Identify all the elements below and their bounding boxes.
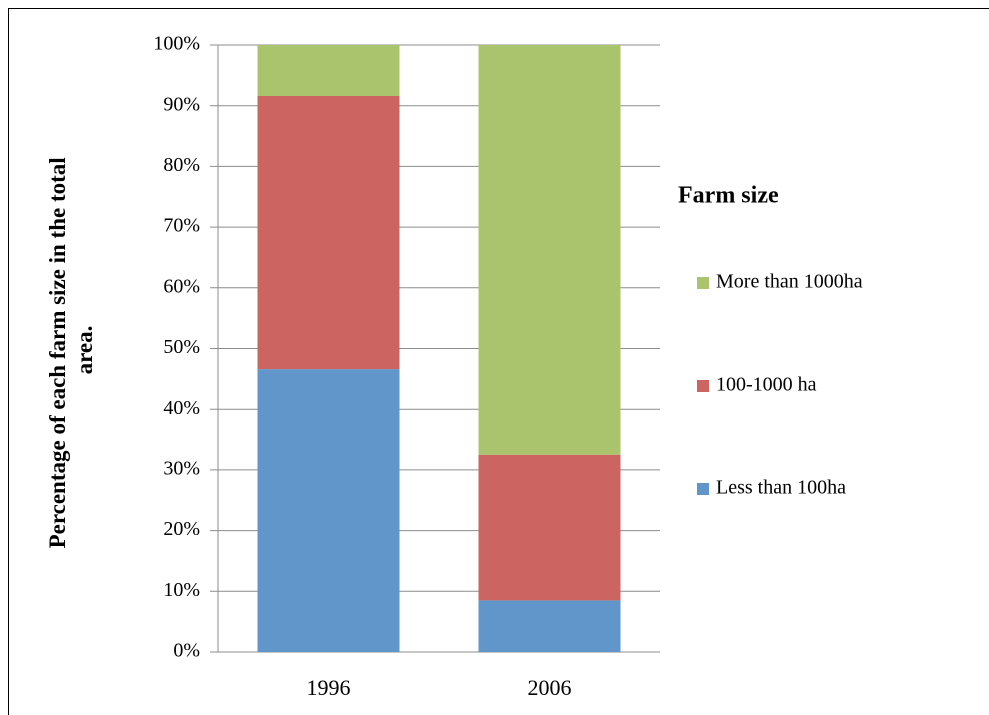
bar-segment: [478, 454, 621, 601]
y-tick-label: 60%: [163, 275, 200, 297]
legend-label: Less than 100ha: [716, 477, 846, 499]
y-tick-label: 0%: [173, 640, 200, 662]
y-tick-label: 90%: [163, 93, 200, 115]
y-tick-label: 50%: [163, 336, 200, 358]
y-tick-label: 100%: [153, 33, 200, 55]
legend-swatch: [697, 277, 709, 289]
legend-swatch: [697, 380, 709, 392]
y-tick-label: 80%: [163, 154, 200, 176]
y-axis-label-line: Percentage of each farm size in the tota…: [45, 157, 70, 548]
chart-frame: [8, 8, 989, 715]
y-tick-label: 30%: [163, 457, 200, 479]
x-tick-label: 2006: [528, 675, 572, 700]
y-axis-label: Percentage of each farm size in the tota…: [45, 152, 97, 549]
bar-segment: [257, 369, 400, 652]
bar-segment: [257, 45, 400, 96]
legend-label: 100-1000 ha: [716, 374, 817, 396]
legend-swatch: [697, 483, 709, 495]
y-axis-label-line: area.: [72, 326, 97, 375]
bar-segment: [257, 95, 400, 370]
bar-segment: [478, 45, 621, 455]
y-tick-label: 10%: [163, 579, 200, 601]
legend-title: Farm size: [678, 183, 779, 209]
legend-label: More than 1000ha: [716, 271, 863, 293]
x-tick-label: 1996: [307, 675, 351, 700]
y-tick-label: 70%: [163, 215, 200, 237]
y-tick-label: 20%: [163, 518, 200, 540]
y-tick-label: 40%: [163, 397, 200, 419]
bar-segment: [478, 600, 621, 652]
